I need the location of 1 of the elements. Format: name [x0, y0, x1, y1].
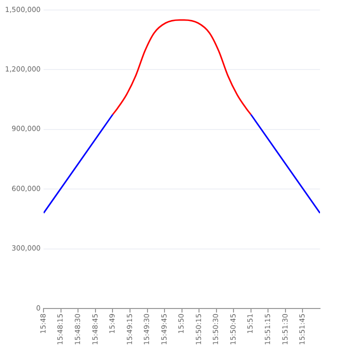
- line-series: [112, 19, 252, 116]
